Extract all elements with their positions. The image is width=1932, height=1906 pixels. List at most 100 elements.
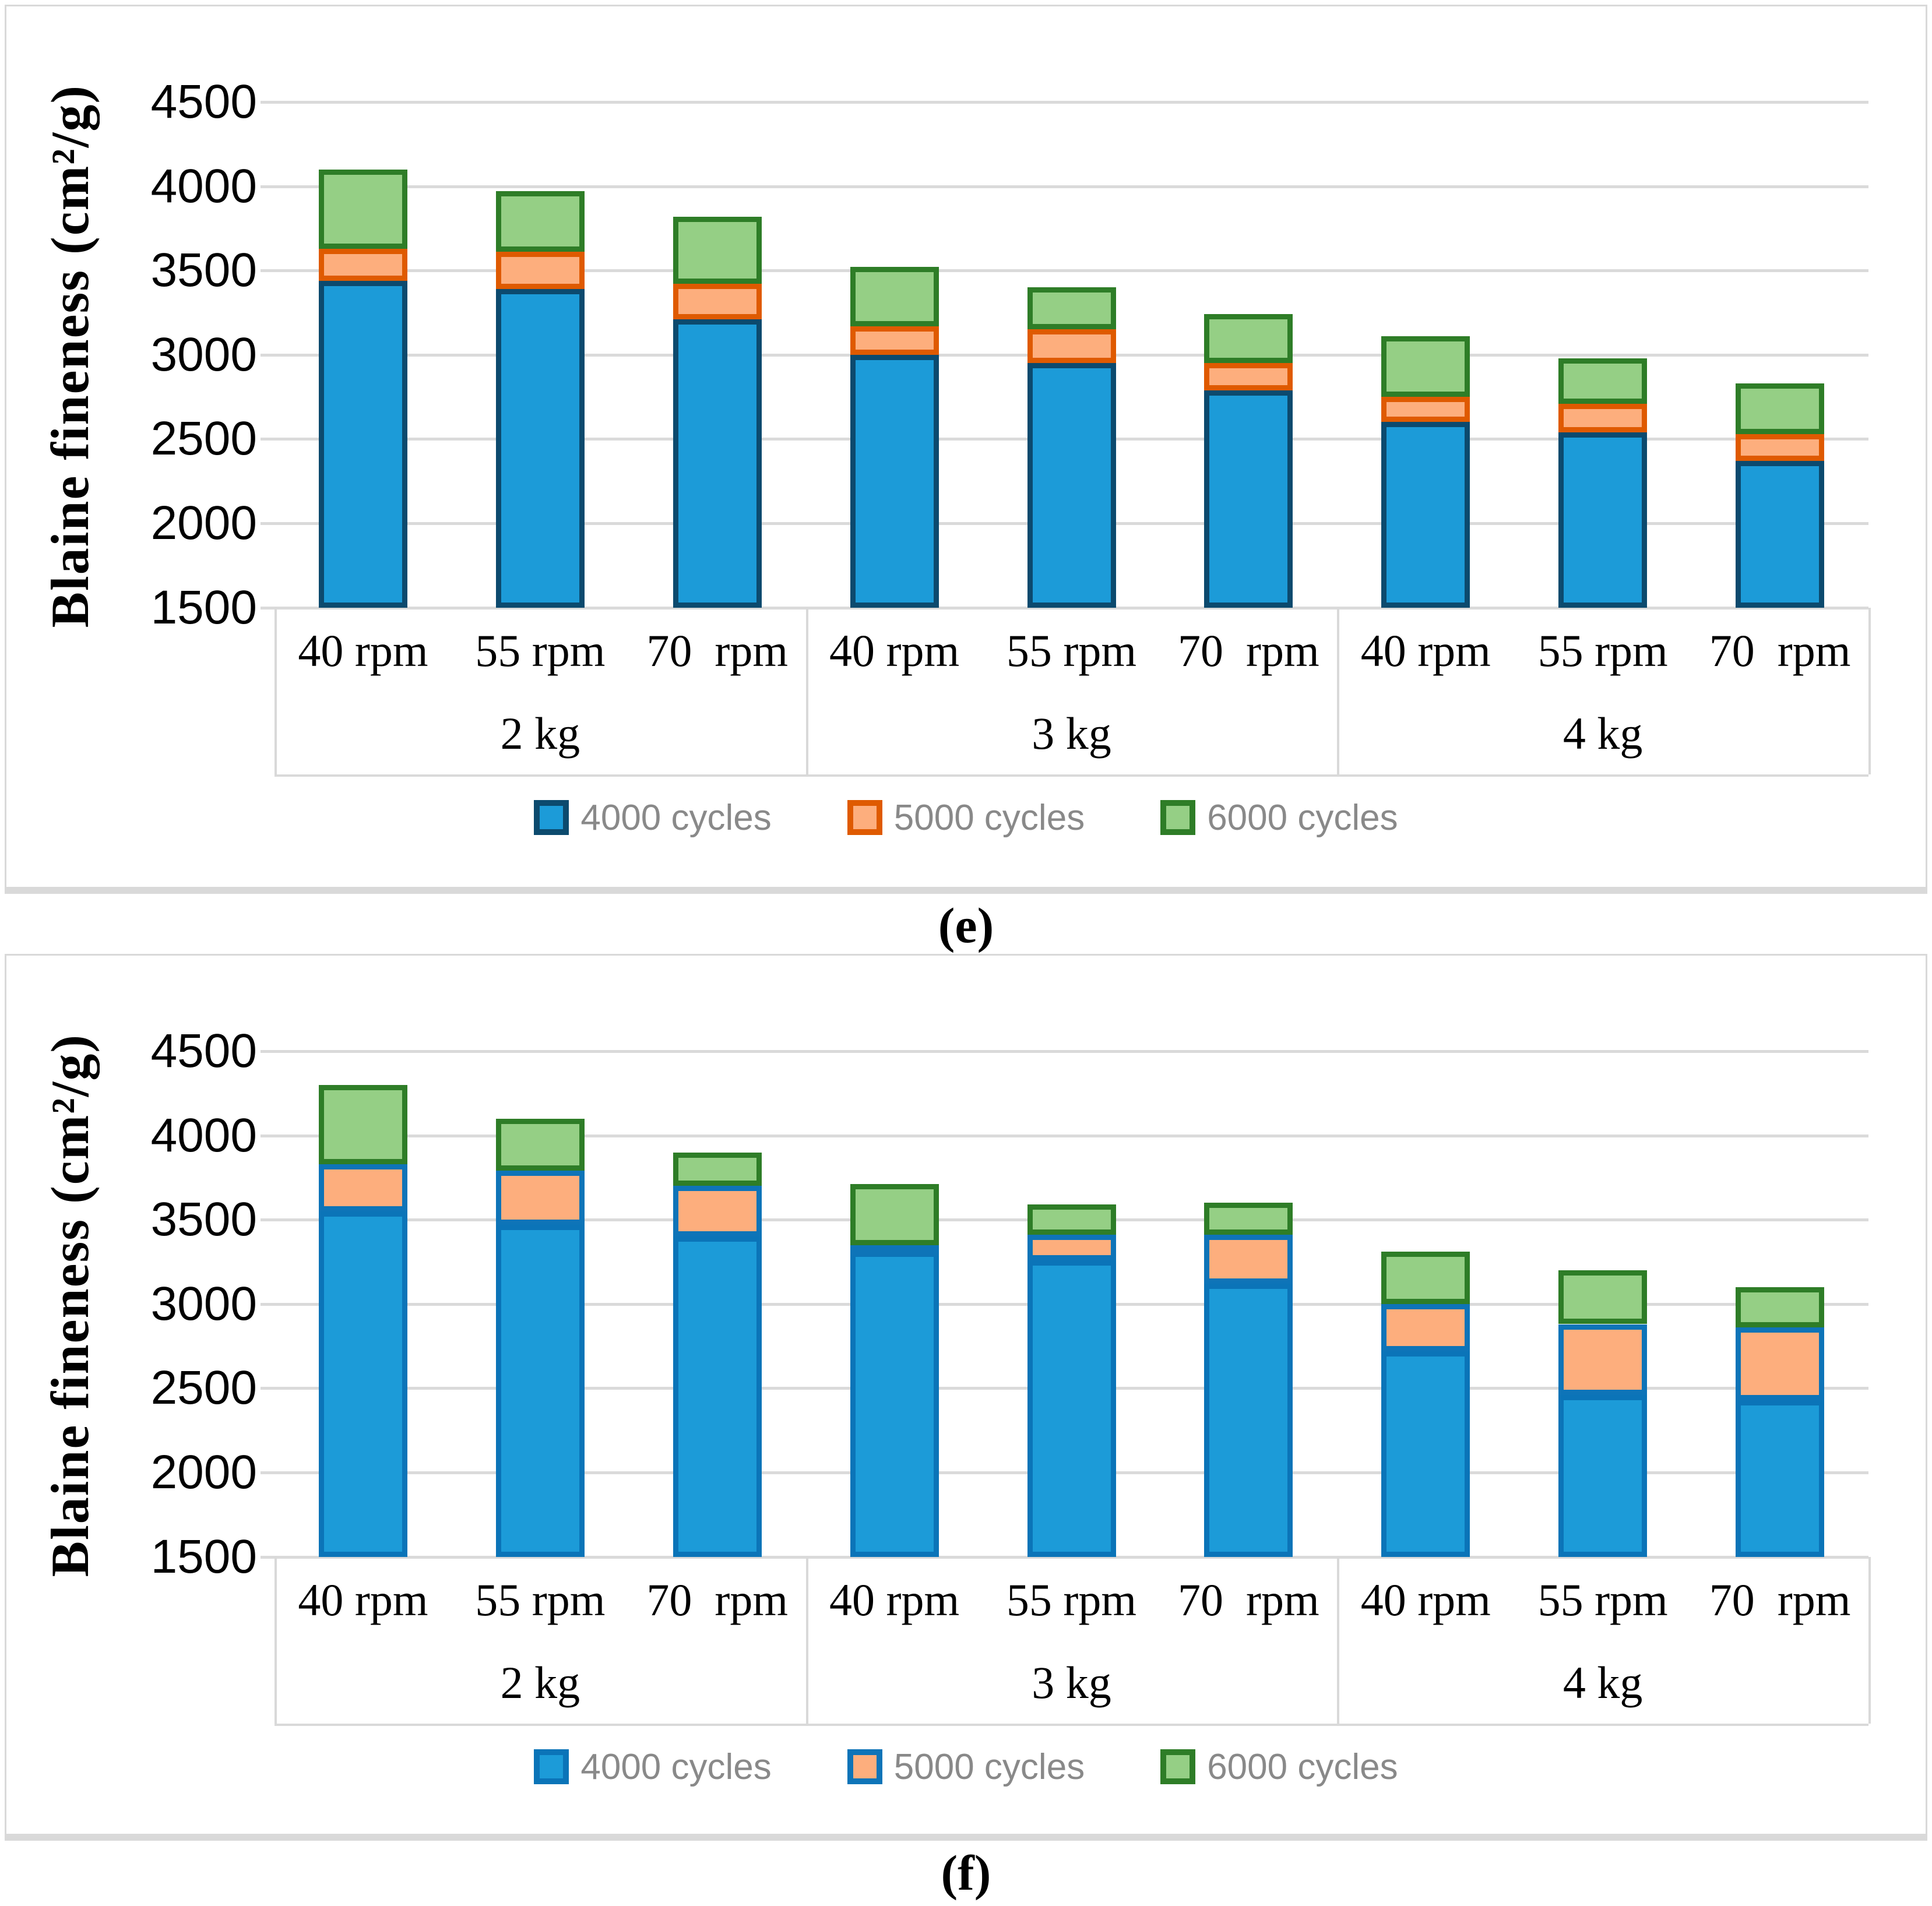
bar-segment-6000-cycles xyxy=(1204,1203,1293,1235)
bar-segment-4000-cycles xyxy=(1027,363,1116,608)
gridline xyxy=(275,606,1868,610)
group-separator xyxy=(275,607,277,774)
x-tick-label: 40 rpm xyxy=(1360,1574,1491,1625)
y-tick-mark xyxy=(261,606,275,610)
y-tick-label: 2500 xyxy=(150,412,257,466)
group-separator xyxy=(1337,607,1340,774)
bar-segment-6000-cycles xyxy=(1736,1287,1825,1328)
bar-segment-5000-cycles xyxy=(673,284,762,320)
x-tick-label: 55 rpm xyxy=(1006,625,1137,676)
bar-segment-5000-cycles xyxy=(1736,434,1825,461)
bar-segment-5000-cycles xyxy=(318,248,407,281)
legend-item: 5000 cycles xyxy=(847,1746,1085,1788)
legend-item: 5000 cycles xyxy=(847,797,1085,839)
bar-segment-5000-cycles xyxy=(1558,1324,1648,1395)
bar-segment-6000-cycles xyxy=(1027,1204,1116,1235)
y-tick-label: 4500 xyxy=(150,1024,257,1077)
bar-segment-4000-cycles xyxy=(673,319,762,608)
group-separator xyxy=(805,607,808,774)
y-tick-mark xyxy=(261,269,275,273)
y-tick-label: 3000 xyxy=(150,1277,257,1330)
y-tick-mark xyxy=(261,1218,275,1222)
gridline xyxy=(275,1050,1868,1053)
bar-segment-5000-cycles xyxy=(850,326,939,355)
y-tick-mark xyxy=(261,1471,275,1474)
legend-swatch-6000-cycles xyxy=(1160,1749,1196,1784)
y-tick-mark xyxy=(261,353,275,357)
y-tick-mark xyxy=(261,1134,275,1137)
y-tick-label: 3500 xyxy=(150,1193,257,1246)
x-tick-label: 70 rpm xyxy=(1709,625,1851,676)
panel-caption-e: (e) xyxy=(938,897,994,953)
bar-segment-4000-cycles xyxy=(318,1211,407,1557)
legend-label: 5000 cycles xyxy=(893,1746,1085,1787)
bar-segment-4000-cycles xyxy=(495,1224,585,1557)
bar-segment-6000-cycles xyxy=(1381,1252,1470,1304)
y-tick-mark xyxy=(261,522,275,525)
bar-segment-4000-cycles xyxy=(1381,422,1470,608)
bar-segment-6000-cycles xyxy=(1381,336,1470,397)
legend-label: 6000 cycles xyxy=(1207,797,1398,838)
bar-segment-4000-cycles xyxy=(1558,1394,1648,1557)
bar-segment-6000-cycles xyxy=(318,1084,407,1164)
bar-segment-4000-cycles xyxy=(673,1236,762,1557)
bar-segment-6000-cycles xyxy=(1027,287,1116,330)
legend-label: 6000 cycles xyxy=(1207,1746,1398,1787)
x-tick-label: 40 rpm xyxy=(1360,625,1491,676)
group-label: 3 kg xyxy=(1032,708,1111,759)
gridline xyxy=(275,185,1868,188)
x-tick-label: 40 rpm xyxy=(829,1574,960,1625)
bar-segment-4000-cycles xyxy=(1381,1351,1470,1557)
legend-label: 5000 cycles xyxy=(893,797,1085,838)
gridline xyxy=(275,1134,1868,1137)
bar-segment-6000-cycles xyxy=(1736,383,1825,434)
label-area-bottom-border xyxy=(275,774,1868,777)
y-tick-label: 3500 xyxy=(150,244,257,297)
bar-segment-4000-cycles xyxy=(495,289,585,608)
bar-segment-5000-cycles xyxy=(1736,1327,1825,1400)
label-area-bottom-border xyxy=(275,1724,1868,1726)
bar-segment-4000-cycles xyxy=(850,354,939,608)
bar-segment-5000-cycles xyxy=(1027,1235,1116,1260)
bar-segment-5000-cycles xyxy=(1381,397,1470,422)
bar-segment-6000-cycles xyxy=(673,216,762,284)
x-tick-label: 40 rpm xyxy=(298,625,428,676)
bar-segment-6000-cycles xyxy=(1204,314,1293,364)
bar-segment-6000-cycles xyxy=(850,1184,939,1245)
bar-segment-4000-cycles xyxy=(1027,1260,1116,1557)
y-tick-mark xyxy=(261,1302,275,1306)
bar-segment-4000-cycles xyxy=(1204,390,1293,608)
y-tick-label: 3000 xyxy=(150,327,257,381)
bar-segment-4000-cycles xyxy=(1736,460,1825,608)
y-tick-label: 2000 xyxy=(150,496,257,549)
x-tick-label: 70 rpm xyxy=(646,625,789,676)
y-tick-mark xyxy=(261,101,275,104)
legend: 4000 cycles 5000 cycles 6000 cycles xyxy=(6,794,1926,841)
bar-segment-6000-cycles xyxy=(495,191,585,252)
bar-segment-4000-cycles xyxy=(1204,1284,1293,1557)
group-separator xyxy=(805,1556,808,1724)
y-tick-label: 4000 xyxy=(150,1108,257,1162)
group-separator xyxy=(275,1556,277,1724)
bar-segment-6000-cycles xyxy=(850,267,939,326)
group-separator xyxy=(1868,607,1871,774)
x-tick-label: 55 rpm xyxy=(1537,1574,1668,1625)
x-tick-label: 70 rpm xyxy=(1178,1574,1319,1625)
bar-segment-5000-cycles xyxy=(673,1186,762,1237)
bar-segment-4000-cycles xyxy=(850,1252,939,1557)
legend-item: 6000 cycles xyxy=(1160,1746,1398,1788)
bar-segment-6000-cycles xyxy=(318,169,407,249)
group-label: 2 kg xyxy=(500,1657,580,1708)
x-tick-label: 40 rpm xyxy=(298,1574,428,1625)
legend-swatch-5000-cycles xyxy=(847,1749,882,1784)
bar-segment-5000-cycles xyxy=(1027,329,1116,364)
bar-segment-4000-cycles xyxy=(318,280,407,608)
y-tick-mark xyxy=(261,1050,275,1053)
legend-label: 4000 cycles xyxy=(580,1746,772,1787)
bar-segment-5000-cycles xyxy=(1381,1303,1470,1351)
y-tick-label: 2000 xyxy=(150,1446,257,1499)
bar-segment-6000-cycles xyxy=(495,1118,585,1171)
x-tick-label: 40 rpm xyxy=(829,625,960,676)
y-tick-label: 4000 xyxy=(150,159,257,213)
plot-area: 4500 4000 3500 3000 2500 2000 1500 40 rpm 55 rpm… xyxy=(6,6,1926,887)
